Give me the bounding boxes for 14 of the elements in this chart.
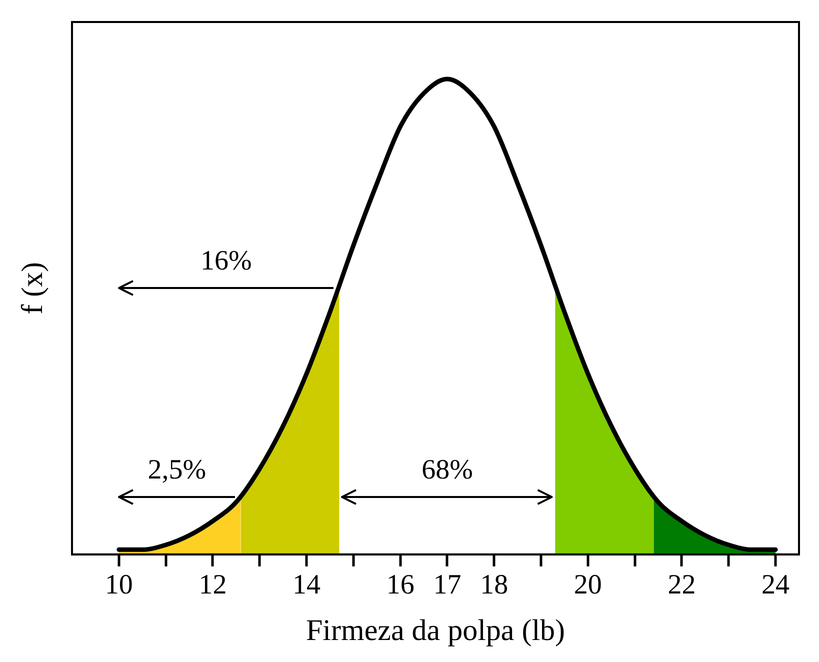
x-tick-label: 16 [386, 570, 414, 601]
y-axis-title: f (x) [16, 262, 49, 314]
x-tick-label: 10 [104, 570, 133, 601]
x-tick-label: 24 [762, 570, 790, 601]
annotation: 16% [200, 246, 252, 277]
x-tick-label: 22 [668, 570, 696, 601]
x-axis-title: Firmeza da polpa (lb) [306, 614, 566, 647]
annotation: 2,5% [148, 454, 206, 486]
x-tick-label: 20 [574, 570, 602, 601]
x-tick-label: 14 [292, 570, 321, 601]
annotation: 68% [422, 454, 473, 486]
x-tick-label: 12 [198, 570, 227, 601]
x-tick-label: 18 [480, 570, 508, 601]
x-tick-label: 17 [433, 570, 462, 601]
